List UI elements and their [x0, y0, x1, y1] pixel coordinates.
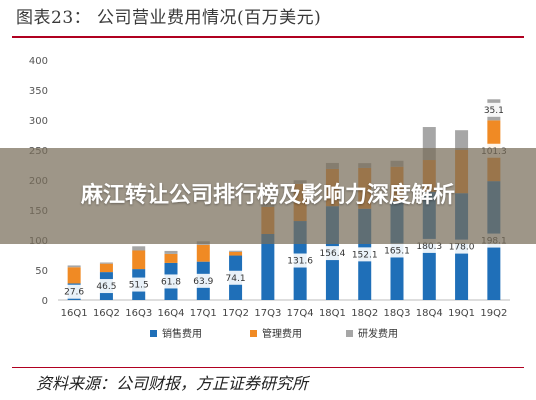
data-label: 131.6 [287, 257, 313, 267]
title-divider [12, 36, 524, 38]
x-tick-label: 17Q1 [190, 308, 217, 319]
data-label: 74.1 [226, 274, 246, 284]
x-tick-label: 19Q2 [480, 308, 507, 319]
bar-rd [455, 130, 469, 150]
bar-rd [99, 262, 113, 264]
bar-admin [132, 250, 146, 270]
data-label: 51.5 [129, 281, 149, 291]
data-label: 63.9 [193, 277, 213, 287]
data-label-bg [58, 284, 91, 299]
bar-sales [261, 234, 275, 300]
data-label: 178.0 [449, 243, 475, 253]
x-tick-label: 16Q4 [158, 308, 185, 319]
data-label-bg [90, 279, 123, 294]
legend-swatch-sales [150, 330, 157, 337]
bar-admin [99, 263, 113, 273]
headline-banner: 麻江转让公司排行榜及影响力深度解析 [0, 148, 536, 244]
bar-admin [164, 253, 178, 263]
data-label-bg [187, 273, 220, 288]
data-label: 180.3 [416, 242, 442, 252]
bar-rd [132, 246, 146, 251]
data-label-bg [348, 247, 381, 262]
legend-label: 销售费用 [162, 327, 202, 340]
x-tick-label: 17Q2 [222, 308, 249, 319]
bar-admin [67, 267, 81, 284]
bar-admin [196, 244, 210, 262]
data-label: 35.1 [484, 106, 504, 116]
data-label: 165.1 [384, 246, 410, 256]
x-tick-label: 17Q3 [254, 308, 281, 319]
x-tick-label: 18Q1 [319, 308, 346, 319]
legend-label: 研发费用 [358, 327, 398, 340]
x-tick-label: 18Q3 [384, 308, 411, 319]
y-tick-label: 350 [29, 86, 48, 97]
x-tick-label: 18Q4 [416, 308, 443, 319]
data-label-bg [284, 253, 317, 268]
bar-rd [164, 250, 178, 254]
data-label-bg [122, 277, 155, 292]
data-label-bg [381, 243, 413, 258]
data-label-bg [316, 246, 349, 261]
data-label: 156.4 [320, 249, 346, 259]
y-tick-label: 400 [29, 56, 48, 67]
data-label-bg [155, 274, 187, 289]
source-divider [12, 367, 524, 368]
x-tick-label: 18Q2 [351, 308, 378, 319]
x-tick-label: 16Q2 [93, 308, 120, 319]
x-tick-label: 16Q3 [125, 308, 152, 319]
y-tick-label: 300 [29, 116, 48, 127]
bar-rd [229, 250, 243, 252]
data-label: 152.1 [352, 250, 378, 260]
legend-swatch-admin [250, 330, 257, 337]
bar-admin [229, 251, 243, 256]
source-note: 资料来源：公司财报，方正证券研究所 [36, 374, 309, 393]
data-label-bg [219, 270, 252, 285]
x-tick-label: 17Q4 [287, 308, 314, 319]
headline-text: 麻江转让公司排行榜及影响力深度解析 [80, 183, 455, 208]
legend-label: 管理费用 [262, 327, 302, 340]
data-label: 46.5 [96, 282, 116, 292]
x-tick-label: 16Q1 [61, 308, 88, 319]
data-label-bg [477, 102, 510, 117]
y-tick-label: 0 [42, 296, 48, 307]
data-label: 61.8 [161, 277, 181, 287]
bar-rd [67, 265, 81, 268]
data-label: 27.6 [64, 288, 84, 298]
x-tick-label: 19Q1 [448, 308, 475, 319]
figure-title: 图表23： 公司营业费用情况(百万美元) [16, 8, 322, 28]
legend-swatch-rd [346, 330, 353, 337]
y-tick-label: 50 [35, 266, 48, 277]
